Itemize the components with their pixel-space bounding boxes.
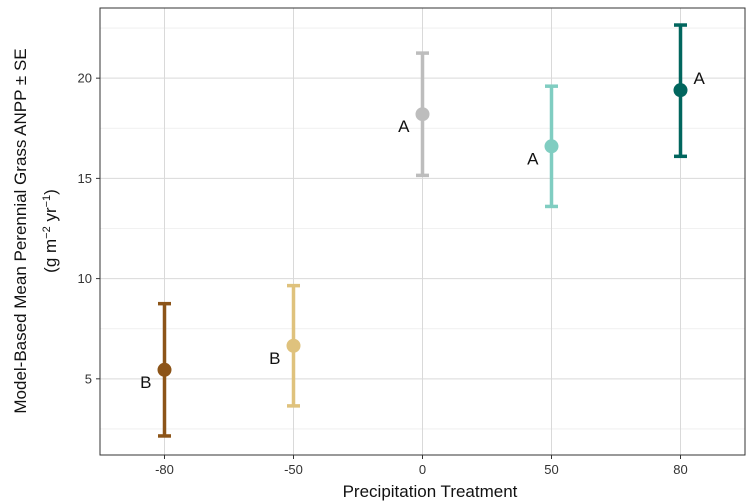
- y-tick-label: 20: [78, 71, 92, 86]
- point--80: [157, 362, 172, 377]
- group-letter--50: B: [269, 349, 280, 368]
- group-letter-50: A: [527, 149, 539, 168]
- x-axis-title: Precipitation Treatment: [343, 482, 518, 501]
- plot-border: [99, 7, 746, 456]
- x-tick-label: 50: [544, 462, 558, 477]
- group-letter-0: A: [398, 117, 410, 136]
- y-tick-label: 10: [78, 271, 92, 286]
- y-axis-title-line2: (g m−2 yr−1): [41, 189, 60, 273]
- x-tick-label: 0: [419, 462, 426, 477]
- point-0: [415, 107, 430, 122]
- y-tick-label: 5: [85, 371, 92, 386]
- y-tick-label: 15: [78, 171, 92, 186]
- group-letter-80: A: [694, 69, 706, 88]
- data-marks: B B A A A: [140, 23, 706, 438]
- x-tick-label: -80: [155, 462, 174, 477]
- point-80: [673, 83, 688, 98]
- x-tick-label: 80: [673, 462, 687, 477]
- point-50: [544, 139, 559, 154]
- point--50: [286, 338, 301, 353]
- y-axis-title-line1: Model-Based Mean Perennial Grass ANPP ± …: [11, 48, 30, 413]
- axis-ticks: 5 10 15 20 -80 -50 0 50 80: [78, 71, 688, 477]
- group-letter--80: B: [140, 373, 151, 392]
- x-tick-label: -50: [284, 462, 303, 477]
